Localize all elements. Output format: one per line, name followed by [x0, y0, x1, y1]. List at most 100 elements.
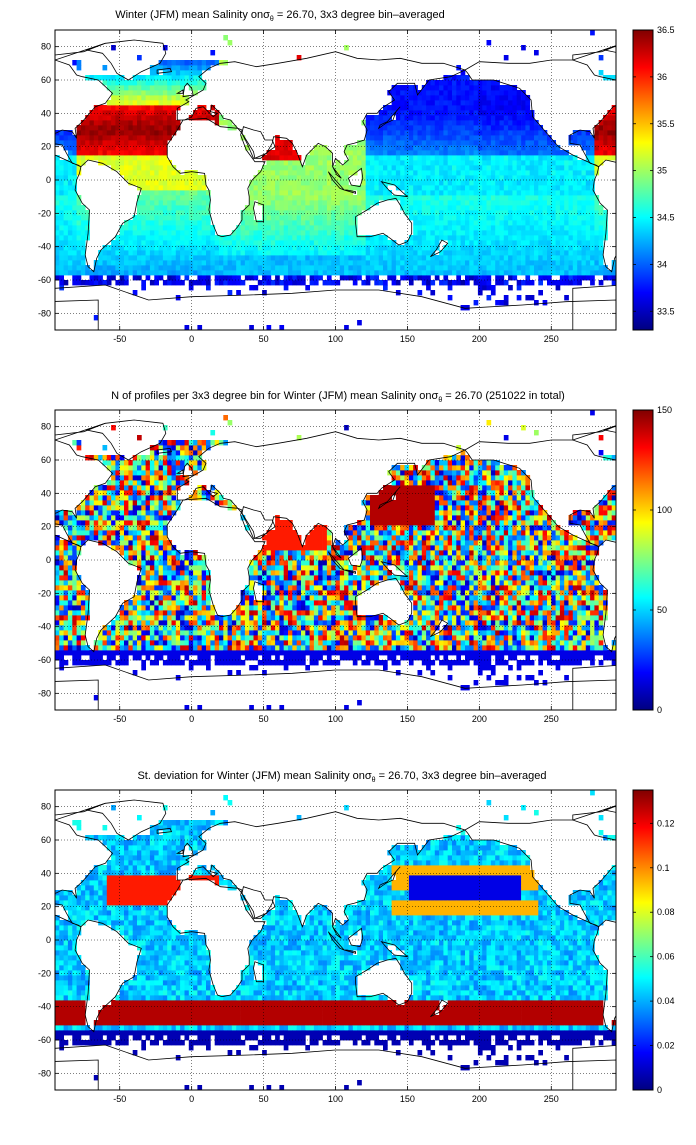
count-cell — [115, 475, 120, 480]
salinity-cell — [331, 215, 336, 220]
count-cell — [120, 545, 125, 550]
salinity-cell — [249, 220, 254, 225]
salinity-cell — [120, 110, 125, 115]
salinity-cell — [81, 240, 86, 245]
salinity-cell — [189, 270, 194, 275]
salinity-cell — [383, 280, 388, 285]
count-cell — [107, 495, 112, 500]
count-cell — [115, 645, 120, 650]
salinity-cell — [94, 140, 99, 145]
salinity-cell — [172, 250, 177, 255]
salinity-cell — [405, 160, 410, 165]
count-cell — [64, 570, 69, 575]
salinity-cell — [241, 225, 246, 230]
salinity-cell — [68, 145, 73, 150]
salinity-cell — [590, 240, 595, 245]
count-cell — [115, 505, 120, 510]
salinity-cell — [327, 235, 332, 240]
count-cell — [163, 515, 168, 520]
salinity-cell — [236, 255, 241, 260]
count-cell — [137, 645, 142, 650]
salinity-cell — [465, 90, 470, 95]
salinity-cell — [223, 245, 228, 250]
salinity-cell — [396, 135, 401, 140]
salinity-cell — [150, 170, 155, 175]
salinity-cell — [517, 210, 522, 215]
salinity-cell — [279, 270, 284, 275]
salinity-cell — [310, 175, 315, 180]
salinity-cell — [137, 75, 142, 80]
salinity-cell — [456, 135, 461, 140]
salinity-cell — [594, 215, 599, 220]
salinity-cell — [504, 150, 509, 155]
salinity-cell — [439, 145, 444, 150]
salinity-cell — [150, 255, 155, 260]
count-cell — [141, 470, 146, 475]
salinity-cell — [474, 250, 479, 255]
salinity-cell — [370, 115, 375, 120]
salinity-cell — [430, 260, 435, 265]
count-cell — [137, 555, 142, 560]
count-cell — [120, 520, 125, 525]
count-cell — [167, 550, 172, 555]
salinity-cell — [582, 175, 587, 180]
salinity-cell — [366, 115, 371, 120]
salinity-cell — [59, 185, 64, 190]
salinity-cell — [172, 270, 177, 275]
salinity-cell — [474, 225, 479, 230]
salinity-cell — [482, 165, 487, 170]
salinity-cell — [474, 260, 479, 265]
salinity-cell — [154, 125, 159, 130]
salinity-cell — [150, 155, 155, 160]
salinity-cell — [348, 195, 353, 200]
salinity-cell — [159, 250, 164, 255]
salinity-cell — [430, 180, 435, 185]
salinity-cell — [478, 215, 483, 220]
salinity-cell — [452, 190, 457, 195]
salinity-cell — [284, 250, 289, 255]
salinity-cell — [396, 100, 401, 105]
count-cell — [68, 550, 73, 555]
salinity-cell — [357, 160, 362, 165]
salinity-cell — [314, 270, 319, 275]
salinity-cell — [271, 190, 276, 195]
salinity-cell — [327, 190, 332, 195]
salinity-cell — [249, 230, 254, 235]
salinity-cell — [517, 185, 522, 190]
salinity-cell — [478, 265, 483, 270]
salinity-cell — [189, 210, 194, 215]
count-cell — [159, 440, 164, 445]
salinity-cell — [163, 160, 168, 165]
count-cell — [107, 625, 112, 630]
salinity-cell — [439, 160, 444, 165]
count-cell — [141, 560, 146, 565]
count-cell — [72, 565, 77, 570]
salinity-cell — [400, 170, 405, 175]
salinity-cell — [560, 225, 565, 230]
salinity-cell — [582, 240, 587, 245]
salinity-cell — [500, 230, 505, 235]
salinity-cell — [284, 175, 289, 180]
salinity-cell — [163, 235, 168, 240]
count-cell — [120, 465, 125, 470]
salinity-cell — [232, 235, 237, 240]
salinity-cell — [564, 170, 569, 175]
salinity-cell — [167, 125, 172, 130]
salinity-cell — [210, 270, 215, 275]
salinity-cell — [534, 185, 539, 190]
salinity-cell — [482, 255, 487, 260]
salinity-cell — [172, 75, 177, 80]
salinity-cell — [344, 235, 349, 240]
salinity-cell — [465, 190, 470, 195]
salinity-cell — [353, 265, 358, 270]
count-cell — [133, 505, 138, 510]
salinity-cell — [374, 255, 379, 260]
salinity-cell — [292, 225, 297, 230]
salinity-cell — [176, 205, 181, 210]
salinity-cell — [301, 255, 306, 260]
salinity-cell — [418, 155, 423, 160]
count-cell — [120, 620, 125, 625]
count-cell — [137, 630, 142, 635]
count-cell — [176, 475, 181, 480]
salinity-cell — [167, 120, 172, 125]
